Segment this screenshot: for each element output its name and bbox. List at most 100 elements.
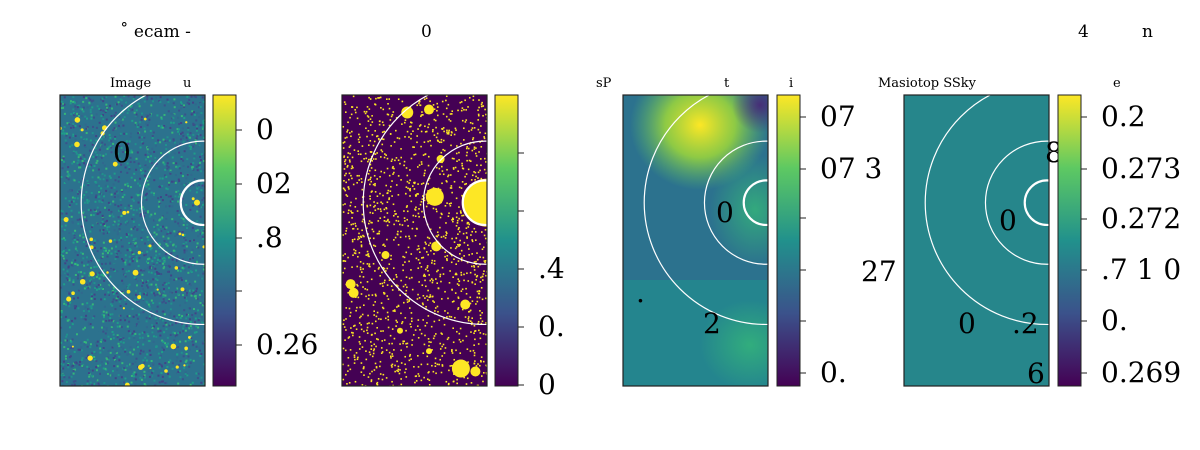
noise-pixel — [147, 238, 150, 241]
mask-pixel — [342, 125, 345, 128]
mask-pixel — [476, 290, 479, 293]
noise-pixel — [110, 326, 113, 329]
noise-pixel — [127, 109, 130, 112]
noise-pixel — [163, 380, 166, 383]
mask-pixel — [480, 103, 483, 106]
noise-pixel — [72, 112, 75, 115]
mask-pixel — [386, 201, 389, 204]
noise-pixel — [152, 236, 155, 239]
mask-pixel — [459, 244, 461, 246]
noise-pixel — [80, 97, 83, 100]
colorbar-tick-label: 0.269 — [1101, 356, 1181, 389]
noise-pixel — [160, 363, 163, 366]
source-pixel — [143, 117, 147, 121]
noise-pixel — [91, 303, 94, 306]
noise-pixel — [98, 287, 101, 290]
noise-pixel — [154, 267, 157, 270]
mask-pixel — [385, 154, 387, 157]
mask-pixel — [361, 384, 364, 386]
mask-pixel — [370, 348, 373, 350]
noise-pixel — [77, 307, 80, 310]
noise-pixel — [122, 259, 125, 262]
mask-pixel — [386, 238, 388, 241]
noise-pixel — [119, 304, 122, 307]
mask-pixel — [482, 333, 485, 335]
noise-pixel — [193, 291, 196, 294]
mask-pixel — [483, 137, 486, 140]
noise-pixel — [82, 136, 85, 139]
noise-pixel — [181, 231, 184, 234]
noise-pixel — [93, 165, 96, 168]
noise-pixel — [134, 242, 137, 245]
noise-pixel — [164, 265, 167, 268]
noise-pixel — [119, 102, 122, 105]
mask-pixel — [377, 318, 380, 320]
mask-pixel — [481, 375, 483, 377]
mask-pixel — [475, 275, 478, 278]
noise-pixel — [134, 298, 137, 301]
noise-pixel — [164, 139, 167, 142]
mask-pixel — [474, 152, 477, 155]
noise-pixel — [140, 172, 143, 175]
noise-pixel — [109, 269, 112, 272]
noise-pixel — [156, 114, 159, 117]
noise-pixel — [153, 176, 156, 179]
mask-pixel — [414, 209, 417, 211]
noise-pixel — [172, 331, 175, 334]
noise-pixel — [68, 356, 71, 359]
noise-pixel — [122, 180, 125, 183]
noise-pixel — [183, 220, 186, 223]
noise-pixel — [118, 145, 121, 148]
mask-pixel — [439, 173, 441, 176]
annotation: 0 — [113, 136, 131, 169]
noise-pixel — [132, 229, 135, 232]
noise-pixel — [159, 334, 162, 337]
noise-pixel — [90, 352, 93, 355]
mask-pixel — [428, 379, 431, 382]
noise-pixel — [98, 372, 101, 375]
noise-pixel — [196, 349, 199, 352]
noise-pixel — [149, 160, 152, 163]
noise-pixel — [85, 132, 88, 135]
noise-pixel — [71, 364, 74, 367]
noise-pixel — [75, 152, 78, 155]
noise-pixel — [124, 263, 127, 266]
noise-pixel — [64, 132, 67, 135]
noise-pixel — [95, 113, 98, 116]
noise-pixel — [197, 274, 200, 277]
noise-pixel — [83, 329, 86, 332]
noise-pixel — [83, 201, 86, 204]
noise-pixel — [157, 272, 160, 275]
noise-pixel — [194, 142, 197, 145]
noise-pixel — [158, 356, 161, 359]
mask-pixel — [406, 180, 409, 183]
noise-pixel — [136, 368, 139, 371]
mask-pixel — [343, 168, 346, 170]
mask-pixel — [404, 363, 406, 366]
noise-pixel — [170, 112, 173, 115]
noise-pixel — [70, 264, 73, 267]
mask-pixel — [445, 107, 448, 110]
mask-pixel — [361, 145, 364, 147]
mask-pixel — [440, 151, 443, 154]
mask-pixel — [455, 273, 458, 276]
mask-pixel — [382, 291, 385, 294]
mask-pixel — [394, 159, 396, 162]
noise-pixel — [135, 209, 138, 212]
noise-pixel — [99, 157, 102, 160]
mask-pixel — [362, 276, 365, 278]
noise-pixel — [146, 250, 149, 253]
noise-pixel — [153, 150, 156, 153]
noise-pixel — [103, 314, 106, 317]
panel-title: Masiotop SSky — [878, 76, 977, 91]
noise-pixel — [200, 296, 203, 299]
noise-pixel — [144, 178, 147, 181]
noise-pixel — [126, 364, 129, 367]
mask-pixel — [427, 338, 430, 340]
mask-pixel — [392, 203, 395, 206]
noise-pixel — [60, 274, 63, 277]
source-pixel — [183, 364, 186, 367]
noise-pixel — [63, 246, 66, 249]
noise-pixel — [128, 283, 131, 286]
noise-pixel — [107, 146, 110, 149]
